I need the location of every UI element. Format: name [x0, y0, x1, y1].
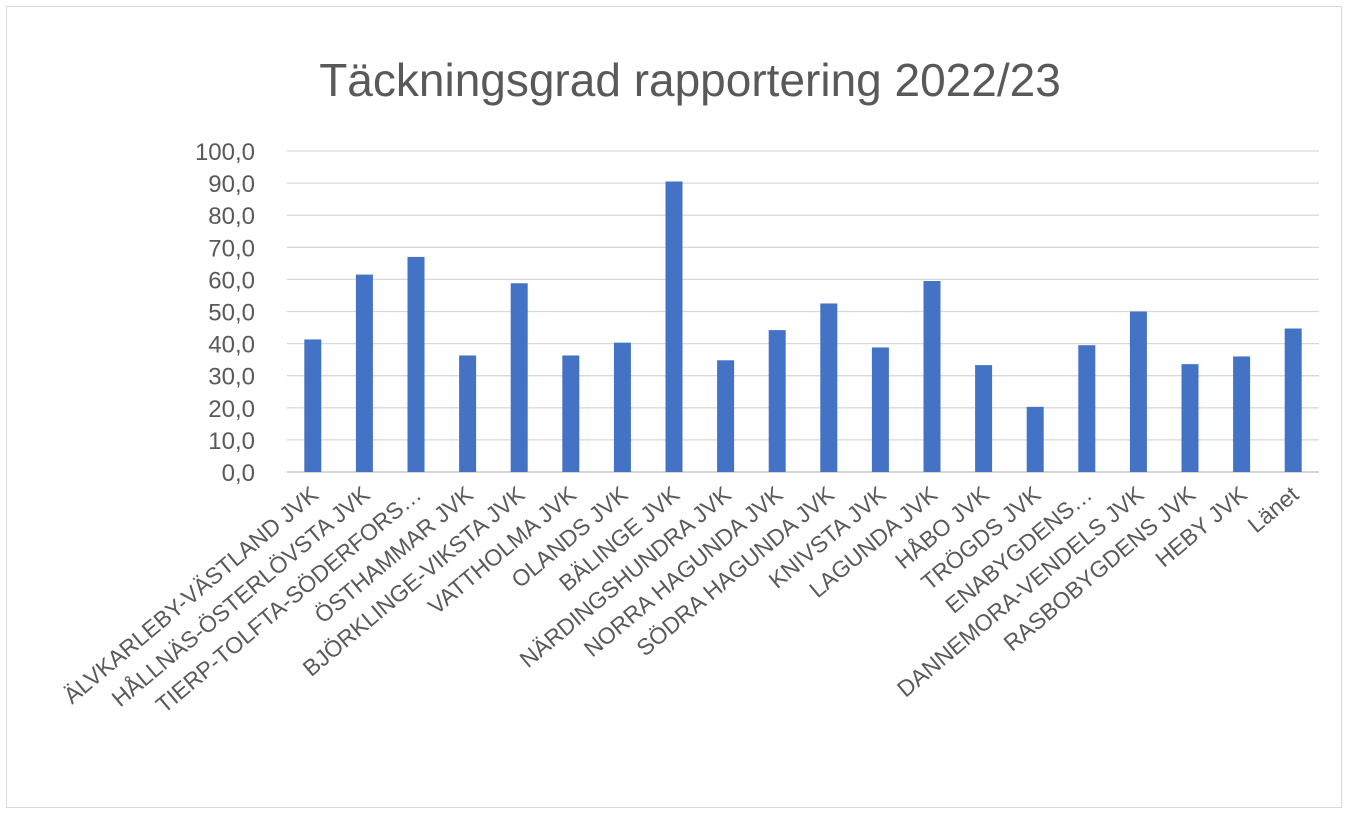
bar: [717, 360, 735, 472]
chart-frame: Täckningsgrad rapportering 2022/23 0,0 10…: [6, 6, 1342, 808]
y-tick-label: 50,0: [208, 300, 255, 327]
bar: [562, 355, 580, 472]
y-tick-label: 100,0: [195, 139, 255, 166]
bar: [820, 303, 838, 472]
y-tick-label: 80,0: [208, 203, 255, 230]
bars: [304, 181, 1302, 472]
bar: [923, 281, 941, 472]
gridlines: [287, 150, 1319, 473]
bar-chart: Täckningsgrad rapportering 2022/23 0,0 10…: [59, 54, 1319, 718]
bar: [1078, 345, 1096, 472]
x-axis: ÄLVKARLEBY-VÄSTLAND JVKHÅLLNÄS-ÖSTERLÖVS…: [59, 480, 1304, 718]
y-tick-label: 20,0: [208, 396, 255, 423]
y-tick-label: 10,0: [208, 428, 255, 455]
bar: [355, 274, 373, 472]
chart-title: Täckningsgrad rapportering 2022/23: [319, 54, 1061, 106]
y-tick-label: 40,0: [208, 332, 255, 359]
y-axis: 0,0 10,0 20,0 30,0 40,0 50,0 60,0 70,0 80,0 90,0 1…: [195, 139, 255, 487]
bar: [613, 342, 631, 472]
y-tick-label: 30,0: [208, 364, 255, 391]
y-tick-label: 70,0: [208, 235, 255, 262]
bar: [510, 283, 528, 472]
bar: [407, 256, 425, 472]
bar: [1233, 356, 1251, 472]
y-tick-label: 90,0: [208, 171, 255, 198]
x-tick-label: Länet: [1243, 481, 1304, 538]
bar: [975, 365, 993, 472]
y-tick-label: 60,0: [208, 267, 255, 294]
bar: [1026, 406, 1044, 472]
bar: [304, 339, 322, 472]
bar: [1181, 364, 1199, 472]
bar: [1284, 328, 1302, 472]
bar: [871, 347, 889, 472]
y-tick-label: 0,0: [222, 460, 255, 487]
bar: [665, 181, 683, 472]
bar: [768, 330, 786, 472]
bar: [1129, 311, 1147, 472]
bar: [459, 355, 477, 472]
